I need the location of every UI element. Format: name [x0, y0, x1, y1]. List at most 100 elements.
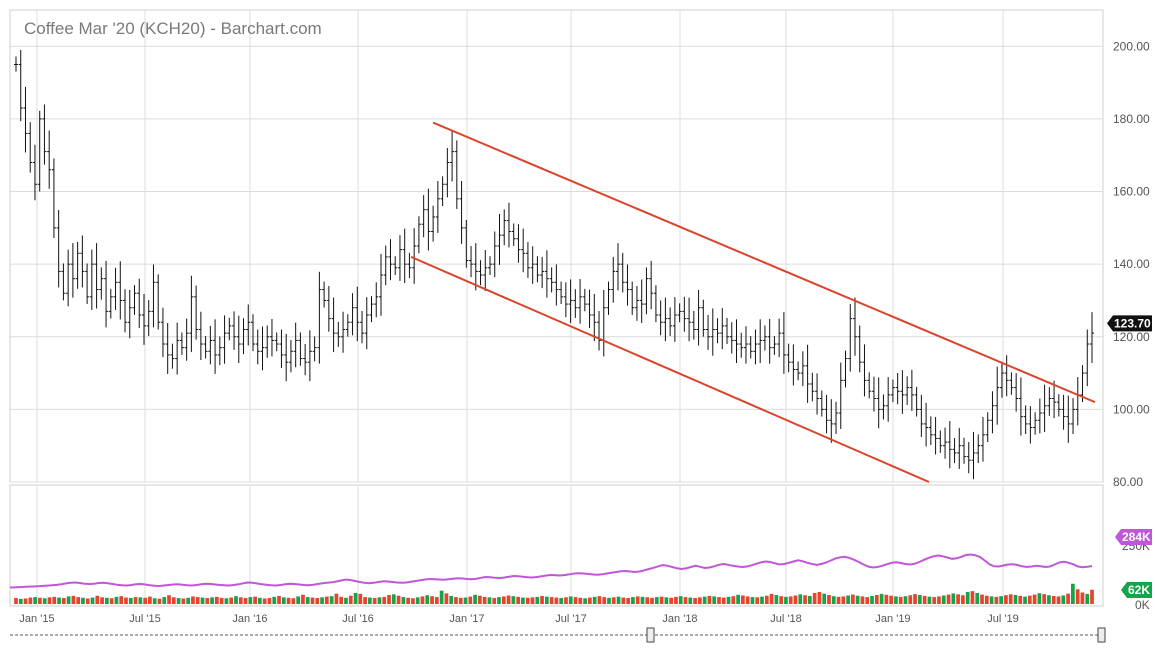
- volume-bar: [1037, 593, 1042, 604]
- volume-bar: [33, 597, 37, 604]
- ohlc-bar: [990, 391, 995, 434]
- x-tick-label: Jan '18: [662, 613, 697, 625]
- ohlc-bar: [952, 438, 957, 464]
- x-tick-label: Jan '17: [449, 613, 484, 625]
- volume-bar: [932, 597, 937, 604]
- ohlc-bar: [284, 333, 289, 382]
- volume-bar: [14, 598, 18, 604]
- ohlc-bar: [331, 297, 336, 353]
- volume-bar: [176, 598, 181, 604]
- ohlc-bar: [781, 312, 786, 374]
- ohlc-bar: [919, 394, 924, 437]
- ohlc-bar: [890, 379, 895, 403]
- ohlc-bar: [440, 176, 445, 206]
- ohlc-bar: [530, 246, 535, 284]
- ohlc-bar: [573, 289, 578, 318]
- ohlc-bar: [345, 314, 350, 337]
- x-tick-label: Jul '18: [770, 613, 801, 625]
- volume-bar: [171, 597, 176, 604]
- volume-label: 62K: [1128, 583, 1150, 597]
- ohlc-bar: [729, 322, 734, 354]
- volume-bar: [917, 595, 922, 604]
- ohlc-bar: [160, 307, 165, 358]
- volume-bar: [970, 591, 975, 604]
- volume-bar: [827, 595, 831, 604]
- ohlc-bar: [663, 297, 668, 342]
- volume-bar: [219, 597, 224, 604]
- ohlc-bar: [1061, 394, 1066, 430]
- x-tick-label: Jul '15: [129, 613, 160, 625]
- y-tick-label: 120.00: [1113, 330, 1150, 344]
- volume-bar: [430, 596, 434, 604]
- ohlc-bar: [592, 293, 597, 342]
- volume-bar: [707, 595, 712, 604]
- volume-bar: [1090, 589, 1094, 604]
- ohlc-bar: [644, 267, 649, 315]
- volume-bar: [664, 597, 669, 604]
- ohlc-bar: [89, 249, 94, 310]
- volume-bar: [324, 596, 329, 604]
- volume-bar: [559, 598, 564, 604]
- volume-bar: [564, 597, 568, 604]
- ohlc-bar: [976, 434, 981, 464]
- volume-bar: [119, 596, 124, 604]
- ohlc-bar: [269, 318, 274, 357]
- volume-bar: [1075, 589, 1080, 604]
- ohlc-bar: [189, 275, 194, 353]
- volume-bar: [870, 595, 874, 604]
- volume-bar: [286, 597, 291, 604]
- volume-bar: [999, 596, 1003, 604]
- volume-bar: [224, 598, 229, 604]
- ohlc-bar: [232, 311, 237, 350]
- volume-bar: [946, 594, 951, 604]
- ohlc-bar: [658, 300, 663, 336]
- ohlc-bar: [1028, 406, 1033, 444]
- volume-bar: [1013, 595, 1018, 604]
- ohlc-bar: [360, 310, 365, 344]
- ohlc-bar: [141, 293, 146, 345]
- volume-bar: [530, 597, 535, 604]
- volume-bar: [741, 595, 745, 604]
- ohlc-bar: [867, 372, 872, 399]
- ohlc-bar: [85, 263, 90, 305]
- volume-bar: [339, 596, 344, 604]
- volume-bar: [822, 593, 827, 604]
- y-tick-label: 100.00: [1113, 402, 1150, 416]
- volume-bar: [516, 596, 520, 604]
- ohlc-bar: [706, 314, 711, 350]
- ohlc-bar: [805, 344, 810, 403]
- price-panel-frame: [9, 9, 1104, 483]
- ohlc-bar: [56, 210, 61, 288]
- ohlc-bar: [905, 376, 910, 405]
- volume-bar: [167, 595, 171, 604]
- ohlc-bar: [227, 317, 232, 341]
- volume-bar: [607, 597, 611, 604]
- open-interest-line: [9, 553, 1093, 589]
- range-handle-left[interactable]: [646, 627, 655, 643]
- ohlc-bar: [748, 336, 753, 359]
- volume-bar: [1004, 595, 1008, 604]
- ohlc-bar: [374, 282, 379, 318]
- ohlc-bar: [416, 216, 421, 254]
- ohlc-bar: [506, 202, 511, 248]
- ohlc-bar: [838, 362, 843, 430]
- ohlc-bar: [1056, 394, 1061, 417]
- ohlc-bar: [743, 326, 748, 364]
- volume-bar: [511, 596, 516, 604]
- ohlc-bar: [791, 344, 796, 386]
- ohlc-bar: [639, 279, 644, 324]
- range-handle-right[interactable]: [1097, 627, 1106, 643]
- channel-lower-line: [410, 255, 930, 483]
- ohlc-bar: [28, 122, 33, 173]
- ohlc-bar: [521, 228, 526, 273]
- volume-bar: [1042, 594, 1047, 604]
- x-tick-label: Jan '19: [875, 613, 910, 625]
- ohlc-bar: [151, 264, 156, 328]
- volume-bar: [387, 595, 391, 604]
- ohlc-bar: [871, 376, 876, 412]
- volume-bar: [401, 597, 406, 604]
- volume-bar: [272, 596, 277, 604]
- volume-bar: [415, 597, 420, 604]
- ohlc-bar: [265, 325, 270, 358]
- ohlc-bar: [909, 369, 914, 411]
